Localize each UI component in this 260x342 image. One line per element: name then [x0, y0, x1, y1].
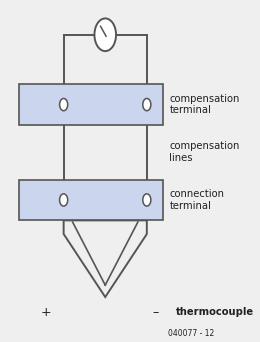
Polygon shape — [64, 220, 147, 297]
Text: compensation
terminal: compensation terminal — [169, 94, 240, 115]
Circle shape — [60, 194, 68, 206]
Text: –: – — [153, 306, 159, 319]
Text: connection
terminal: connection terminal — [169, 189, 224, 211]
Bar — [19, 180, 162, 220]
Text: thermocouple: thermocouple — [176, 307, 254, 317]
Text: 040077 - 12: 040077 - 12 — [168, 329, 214, 338]
Circle shape — [60, 98, 68, 111]
Circle shape — [94, 18, 116, 51]
Circle shape — [143, 194, 151, 206]
Text: +: + — [40, 306, 51, 319]
Text: compensation
lines: compensation lines — [169, 142, 240, 163]
Bar — [19, 84, 162, 125]
Circle shape — [143, 98, 151, 111]
